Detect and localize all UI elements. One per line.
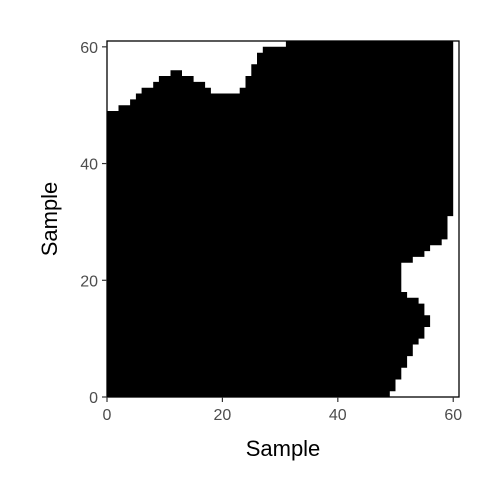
x-axis-title: Sample [246, 436, 321, 461]
x-axis: 0 20 40 60 [103, 397, 462, 424]
y-tick-label: 40 [80, 157, 98, 174]
y-axis-title: Sample [37, 182, 62, 257]
plot-area [106, 40, 460, 398]
y-tick-label: 0 [89, 390, 98, 407]
y-tick-label: 20 [80, 273, 98, 290]
x-tick-label: 40 [329, 407, 347, 424]
filled-region [107, 41, 454, 397]
panel-border [106, 40, 460, 398]
y-axis: 0 20 40 60 [80, 40, 107, 407]
x-tick-label: 60 [444, 407, 462, 424]
x-tick-label: 20 [214, 407, 232, 424]
y-tick-label: 60 [80, 40, 98, 57]
x-tick-label: 0 [103, 407, 112, 424]
